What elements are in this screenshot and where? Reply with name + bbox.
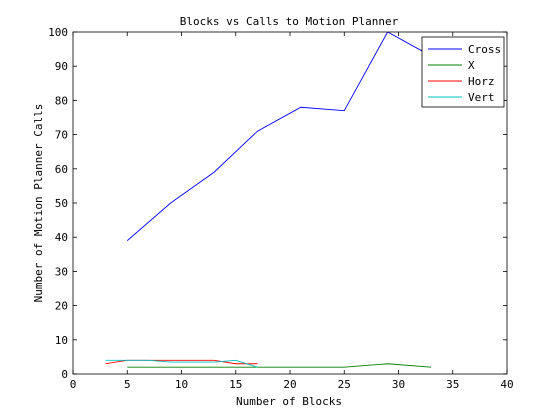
y-tick-label: 20 [55,300,68,313]
y-tick-label: 40 [55,231,68,244]
x-tick-label: 20 [283,378,296,391]
y-tick-label: 0 [61,368,68,381]
legend-label-x: X [468,59,475,72]
y-tick-label: 30 [55,265,68,278]
x-tick-label: 25 [338,378,351,391]
series-line-vert [105,359,258,368]
x-tick-label: 5 [124,378,131,391]
series-line-cross [126,32,432,241]
chart-title: Blocks vs Calls to Motion Planner [180,15,399,28]
x-tick-label: 30 [392,378,405,391]
x-tick-label: 40 [500,378,513,391]
x-tick-label: 15 [229,378,242,391]
legend-label-cross: Cross [468,43,501,56]
x-tick-label: 35 [446,378,459,391]
y-tick-label: 100 [48,26,68,39]
y-tick-label: 50 [55,197,68,210]
y-tick-label: 10 [55,334,68,347]
x-axis-label: Number of Blocks [236,395,342,408]
legend-label-vert: Vert [468,91,495,104]
x-tick-label: 0 [70,378,77,391]
y-tick-label: 60 [55,163,68,176]
series-line-x [127,363,432,368]
legend: Cross X Horz Vert [421,36,505,108]
x-tick-label: 10 [175,378,188,391]
y-tick-label: 90 [55,60,68,73]
legend-label-horz: Horz [468,75,495,88]
y-tick-label: 70 [55,129,68,142]
y-axis-label: Number of Motion Planner Calls [32,104,45,303]
y-tick-label: 80 [55,94,68,107]
